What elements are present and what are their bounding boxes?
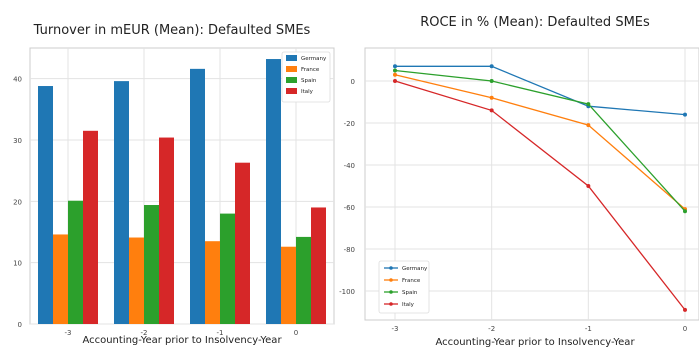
line-point-italy — [586, 184, 591, 188]
bar-spain--3 — [68, 200, 83, 324]
bar-bars — [38, 59, 326, 325]
line-y-tick-label: -20 — [344, 120, 355, 128]
bar-germany--1 — [190, 68, 205, 324]
line-legend-marker — [389, 278, 393, 282]
bar-legend-swatch — [286, 88, 297, 94]
line-legend-marker — [389, 290, 393, 294]
bar-x-axis-label: Accounting-Year prior to Insolvency-Year — [82, 335, 282, 346]
bar-germany--2 — [114, 81, 129, 325]
bar-legend-label: France — [301, 67, 320, 73]
bar-legend-swatch — [286, 66, 297, 72]
line-point-italy — [393, 79, 397, 83]
bar-france--3 — [53, 234, 68, 324]
line-y-tick-label: 0 — [351, 78, 355, 86]
line-y-tick-label: -100 — [339, 288, 355, 296]
line-x-ticks: -3 -2 -1 0 — [392, 325, 688, 333]
bar-italy-0 — [311, 207, 326, 324]
bar-y-tick-label: 0 — [18, 321, 22, 329]
bar-germany-0 — [266, 59, 281, 324]
bar-y-tick-label: 10 — [13, 260, 22, 268]
line-x-tick-label: -2 — [488, 325, 495, 333]
line-point-spain — [489, 79, 494, 83]
line-y-tick-label: -60 — [344, 204, 355, 212]
line-legend-box — [378, 260, 430, 314]
line-point-italy — [489, 108, 494, 113]
line-point-germany — [683, 112, 687, 117]
bar-legend-swatch — [286, 55, 297, 61]
bar-legend-label: Italy — [301, 89, 314, 95]
line-series-spain — [394, 69, 686, 212]
bar-spain--1 — [220, 213, 235, 324]
line-x-axis-label: Accounting-Year prior to Insolvency-Year — [435, 337, 635, 348]
bar-x-ticks: -3 -2 -1 0 — [65, 329, 299, 337]
line-point-spain — [586, 102, 591, 107]
bar-x-tick-label: -2 — [141, 329, 148, 337]
line-y-ticks: 0 -20 -40 -60 -80 -100 — [339, 78, 355, 296]
bar-italy--1 — [235, 162, 250, 324]
line-chart-title: ROCE in % (Mean): Defaulted SMEs — [420, 15, 650, 30]
bar-x-tick-label: 0 — [294, 329, 298, 337]
line-chart: ROCE in % (Mean): Defaulted SMEs 0-20-40… — [339, 15, 699, 348]
bar-legend-label: Germany — [301, 56, 327, 62]
line-y-tick-label: -80 — [344, 246, 355, 254]
line-point-germany — [393, 64, 397, 69]
line-point-france — [489, 95, 494, 100]
bar-chart-title: Turnover in mEUR (Mean): Defaulted SMEs — [33, 23, 311, 38]
line-legend-marker — [389, 266, 393, 270]
line-point-france — [586, 123, 591, 128]
line-legend-label: Germany — [402, 266, 428, 272]
line-point-spain — [393, 68, 397, 73]
line-x-tick-label: 0 — [683, 325, 687, 333]
bar-legend: Germany France Spain Italy — [281, 51, 331, 103]
bar-x-tick-label: -3 — [65, 329, 72, 337]
line-point-spain — [683, 209, 687, 214]
bar-chart: Turnover in mEUR (Mean): Defaulted SMEs … — [13, 23, 335, 346]
bar-germany--3 — [38, 86, 53, 324]
line-y-tick-label: -40 — [344, 162, 355, 170]
bar-y-tick-label: 20 — [13, 198, 22, 206]
bar-france--2 — [129, 237, 144, 324]
line-legend: Germany France Spain Italy — [378, 260, 430, 314]
line-series-italy — [394, 80, 686, 311]
bar-legend-label: Spain — [301, 78, 317, 84]
bar-y-tick-label: 30 — [13, 137, 22, 145]
line-x-tick-label: -1 — [585, 325, 592, 333]
line-point-italy — [683, 307, 687, 312]
line-series-group — [393, 64, 687, 312]
line-point-france — [393, 72, 397, 77]
bar-italy--2 — [159, 137, 174, 324]
bar-italy--3 — [83, 130, 98, 324]
line-legend-label: Spain — [402, 290, 418, 296]
line-legend-marker — [389, 302, 393, 306]
line-legend-label: Italy — [402, 302, 415, 308]
bar-x-tick-label: -1 — [217, 329, 224, 337]
line-legend-label: France — [402, 278, 421, 284]
bar-spain-0 — [296, 236, 311, 324]
bar-y-ticks: 0 10 20 30 40 — [13, 76, 22, 329]
bar-legend-swatch — [286, 77, 297, 83]
line-x-tick-label: -3 — [392, 325, 399, 333]
bar-france--1 — [205, 241, 220, 324]
line-point-germany — [489, 64, 494, 69]
bar-france-0 — [281, 246, 296, 324]
line-series-france — [394, 74, 686, 210]
bar-y-tick-label: 40 — [13, 76, 22, 84]
bar-spain--2 — [144, 205, 159, 324]
line-series-germany — [395, 65, 686, 116]
